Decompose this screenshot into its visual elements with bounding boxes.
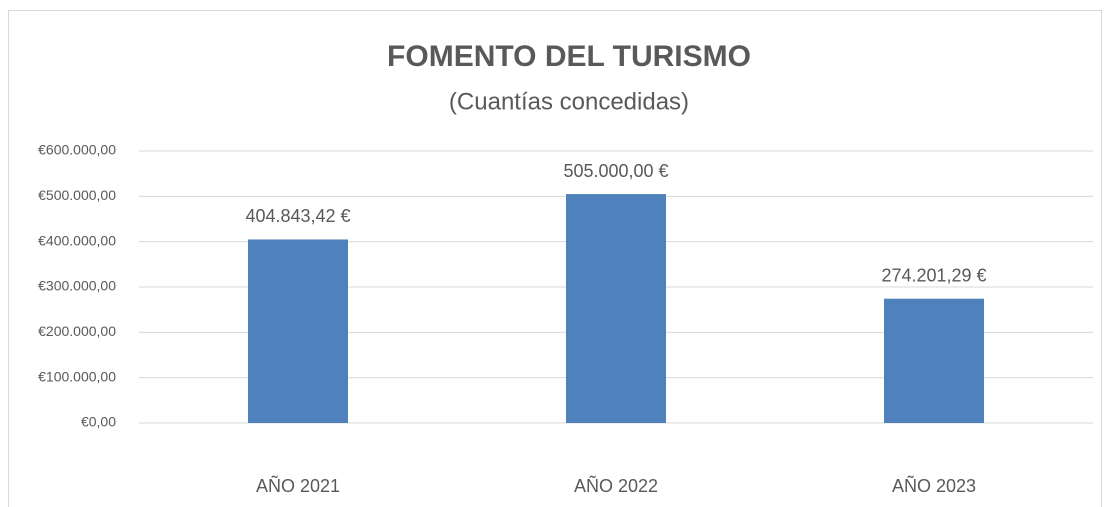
chart-title: FOMENTO DEL TURISMO — [387, 40, 751, 73]
bar — [566, 194, 666, 423]
y-tick-label: €600.000,00 — [38, 142, 116, 158]
data-label: 505.000,00 € — [563, 161, 668, 181]
x-tick-label: AÑO 2022 — [574, 475, 658, 496]
bar — [884, 298, 984, 423]
data-label: 404.843,42 € — [245, 206, 350, 226]
y-tick-label: €300.000,00 — [38, 278, 116, 294]
bar — [248, 239, 348, 423]
y-tick-label: €500.000,00 — [38, 187, 116, 203]
data-label: 274.201,29 € — [881, 265, 986, 285]
y-tick-label: €0,00 — [81, 414, 116, 430]
x-tick-label: AÑO 2023 — [892, 475, 976, 496]
chart-border — [8, 10, 1102, 507]
chart-subtitle: (Cuantías concedidas) — [449, 88, 689, 115]
y-tick-label: €400.000,00 — [38, 232, 116, 248]
y-tick-label: €100.000,00 — [38, 368, 116, 384]
y-tick-label: €200.000,00 — [38, 323, 116, 339]
x-tick-label: AÑO 2021 — [256, 475, 340, 496]
